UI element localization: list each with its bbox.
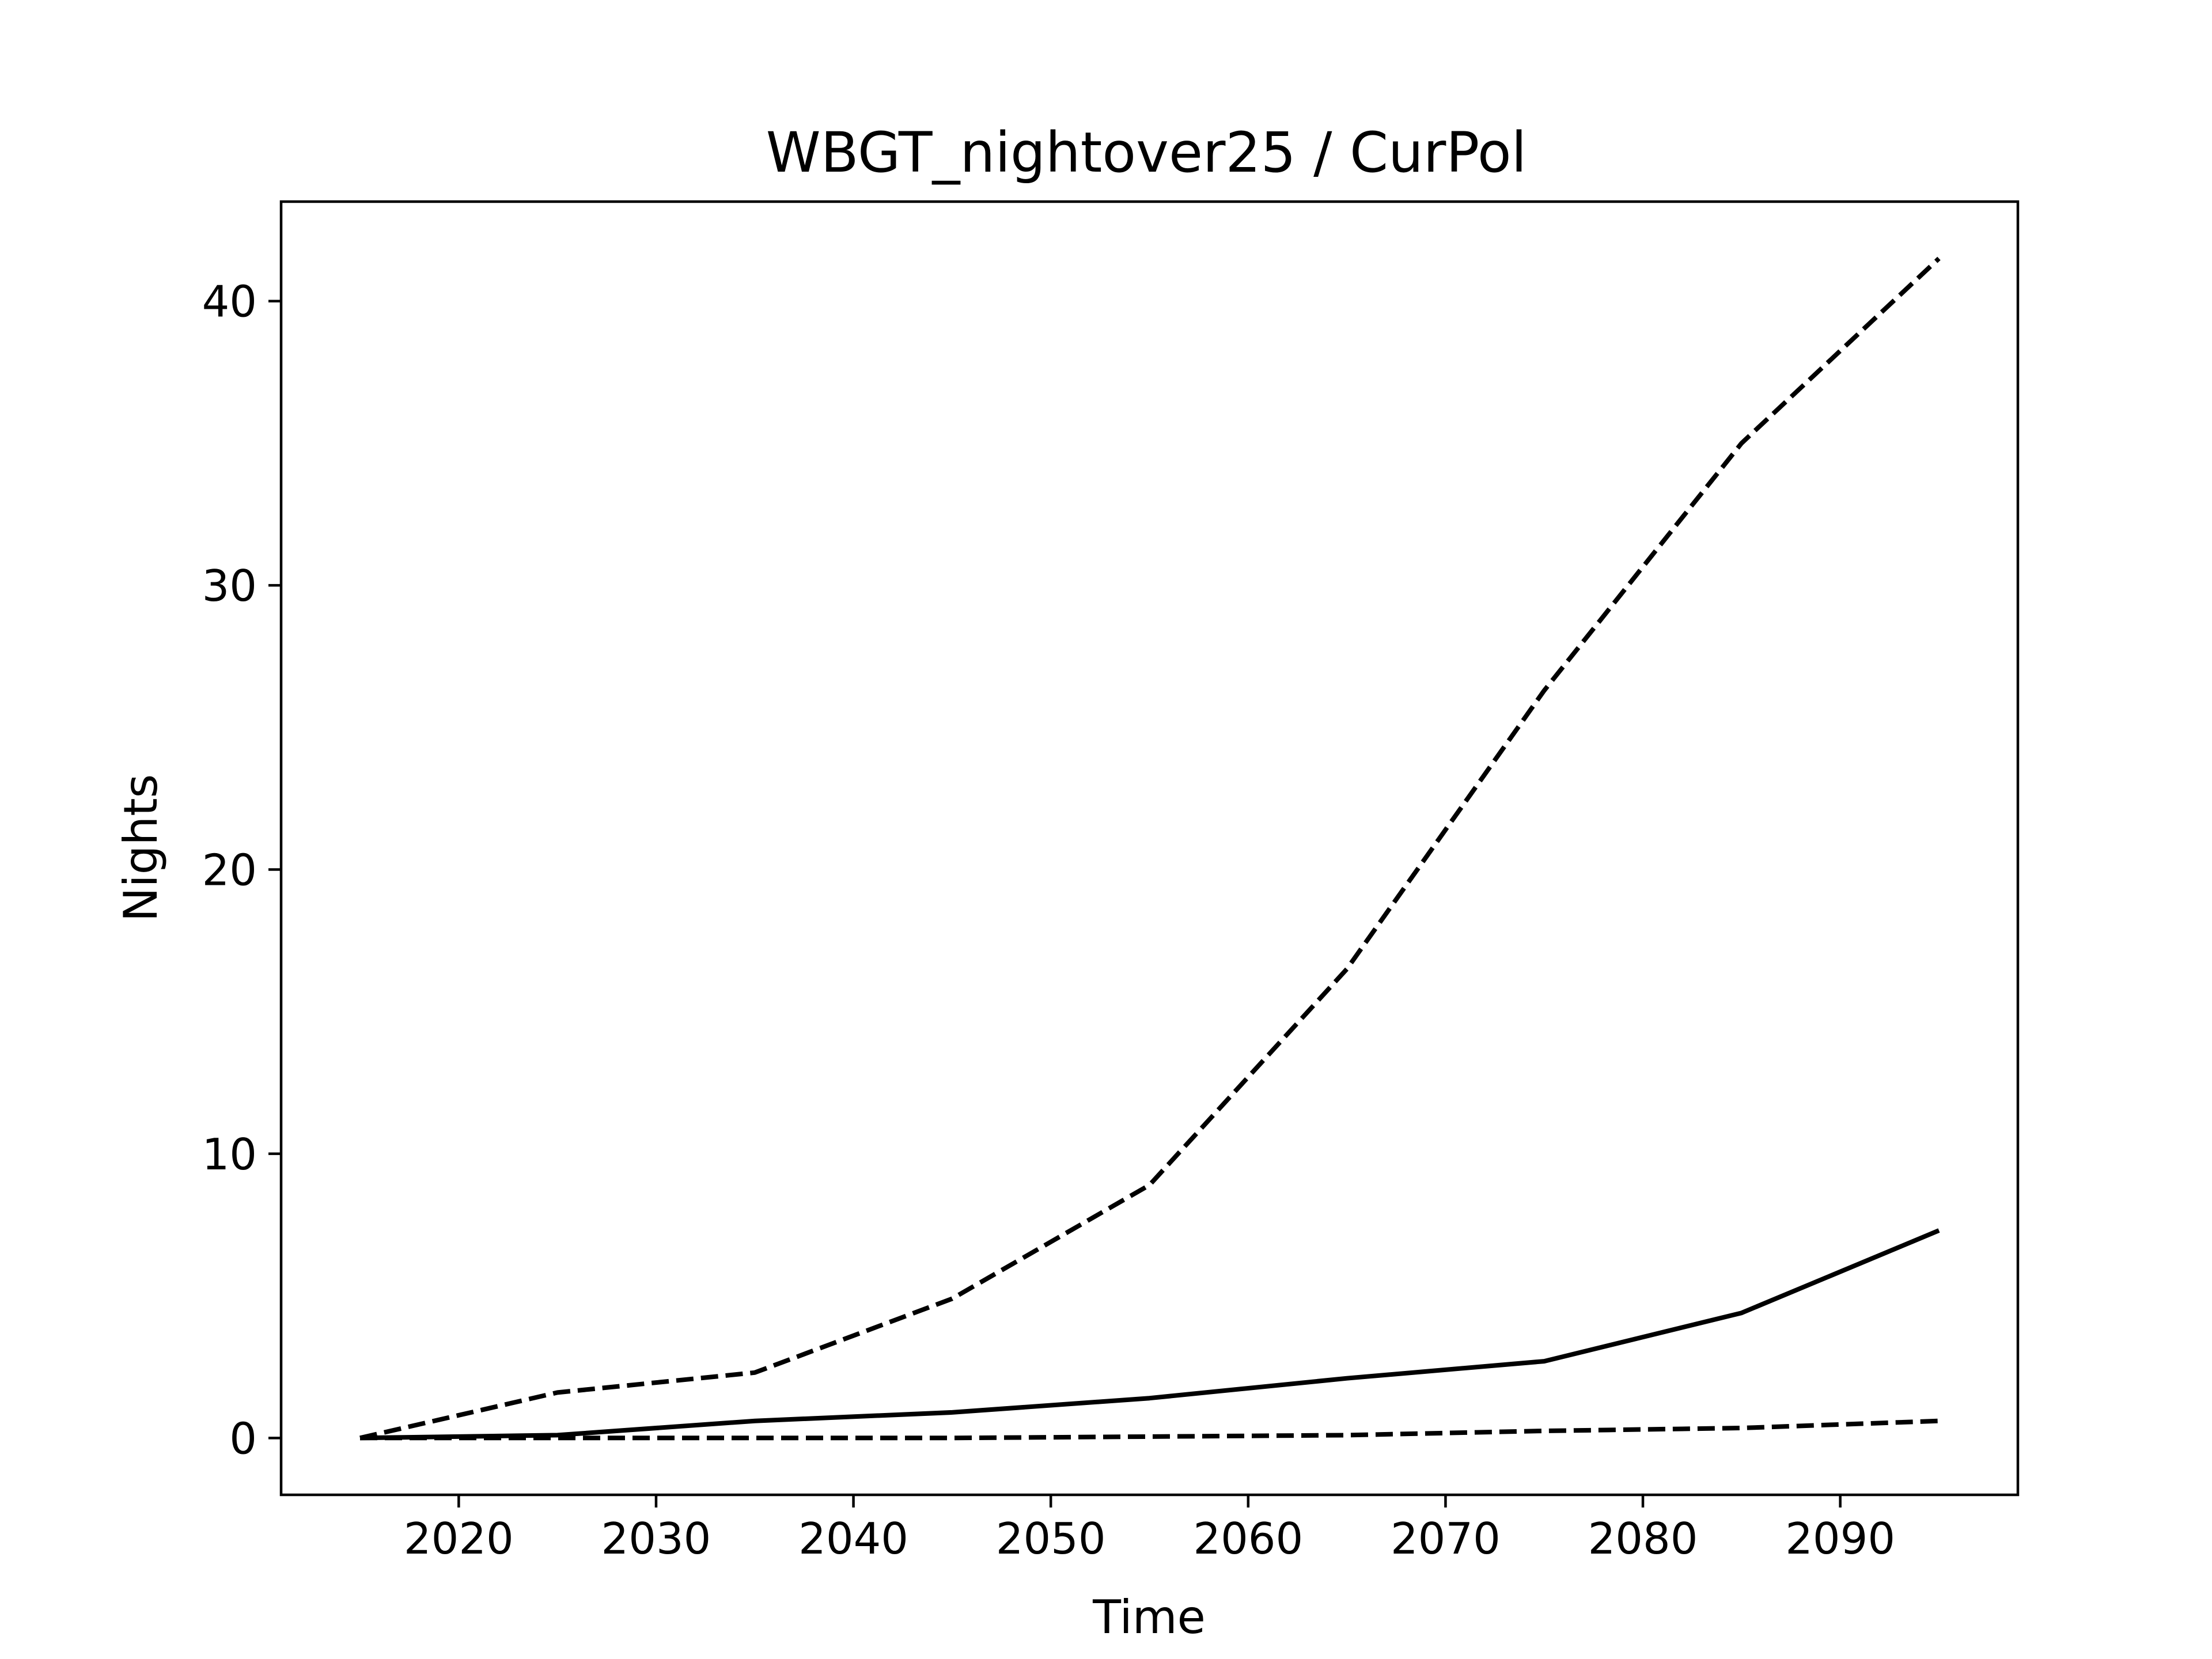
x-tick-label: 2070 [1391, 1513, 1501, 1564]
y-tick-label: 30 [202, 560, 257, 611]
x-tick-label: 2090 [1785, 1513, 1895, 1564]
y-tick-label: 40 [202, 276, 257, 327]
y-tick-label: 0 [229, 1413, 257, 1464]
x-tick-label: 2050 [996, 1513, 1106, 1564]
y-tick-label: 10 [202, 1129, 257, 1180]
x-tick-label: 2040 [798, 1513, 908, 1564]
tick-layer: 2020 2030 2040 2050 2060 2070 2080 209001020304… [202, 276, 1896, 1564]
series-layer [359, 256, 1941, 1441]
x-tick-label: 2080 [1588, 1513, 1698, 1564]
chart-title: WBGT_nightover25 / CurPol [766, 120, 1527, 185]
solid-series-line-2 [359, 1228, 1940, 1441]
y-tick-label: 20 [202, 845, 257, 896]
x-axis-label: Time [1092, 1590, 1206, 1644]
plot-frame [279, 200, 2020, 1497]
x-tick-label: 2060 [1193, 1513, 1303, 1564]
y-axis-label: Nights [114, 774, 168, 922]
x-tick-label: 2020 [404, 1513, 514, 1564]
dashed-series-line-3 [360, 1418, 1940, 1441]
x-tick-label: 2030 [601, 1513, 711, 1564]
